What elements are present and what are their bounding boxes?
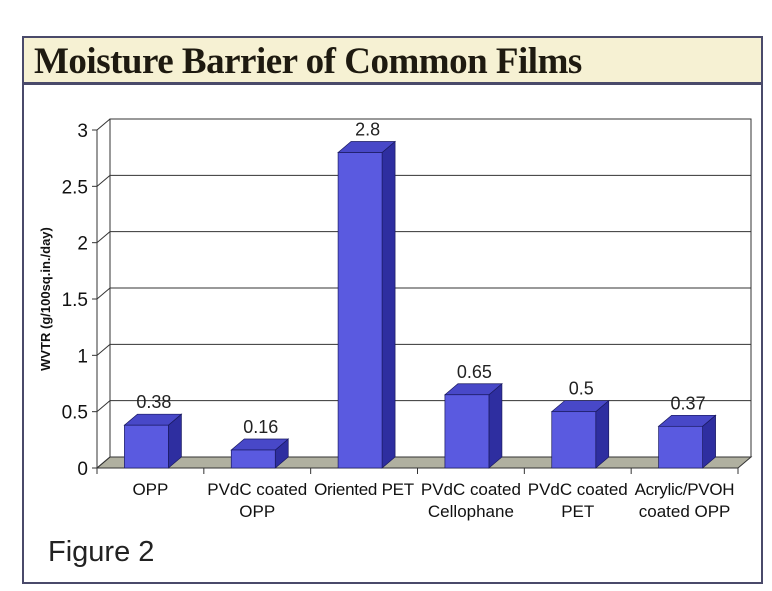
y-axis-label: WVTR (g/100sq.in./day): [38, 227, 53, 371]
data-label: 0.38: [136, 392, 171, 412]
plot-floor: [95, 456, 753, 469]
figure-label: Figure 2: [48, 536, 155, 568]
gridline-diagonal: [96, 231, 111, 244]
x-tick-label: OPP: [132, 480, 168, 499]
x-tick-label: coated OPP: [639, 502, 731, 521]
data-label: 2.8: [355, 120, 380, 140]
gridline-diagonal: [96, 400, 111, 413]
gridline-diagonal: [96, 287, 111, 300]
x-tick-label: PVdC coated: [207, 480, 307, 499]
bar: [658, 425, 703, 469]
chart-title: Moisture Barrier of Common Films: [34, 41, 582, 82]
data-label: 0.5: [569, 379, 594, 399]
y-tick-label: 1: [77, 346, 88, 367]
y-tick-label: 0.5: [62, 403, 88, 424]
data-label: 0.65: [457, 362, 492, 382]
y-tick-label: 2.5: [62, 177, 88, 198]
y-tick-label: 0: [77, 459, 88, 480]
data-label: 0.37: [671, 393, 706, 413]
bar-side: [595, 399, 610, 469]
y-tick-label: 1.5: [62, 290, 88, 311]
gridline-diagonal: [96, 343, 111, 356]
x-tick-label: Oriented PET: [314, 480, 414, 499]
gridline-diagonal: [96, 456, 111, 469]
gridline-diagonal: [96, 174, 111, 187]
y-tick-label: 2: [77, 234, 88, 255]
bar: [551, 411, 597, 469]
y-tick-label: 3: [77, 121, 88, 142]
bar-side: [381, 140, 396, 469]
bar-side: [488, 383, 503, 469]
bar: [230, 449, 276, 469]
bar: [337, 152, 383, 469]
x-tick-label: PET: [561, 502, 594, 521]
x-tick-label: Acrylic/PVOH: [635, 480, 735, 499]
bar: [444, 394, 490, 469]
title-band: Moisture Barrier of Common Films: [22, 36, 763, 85]
gridline-diagonal: [96, 118, 111, 131]
x-tick-label: PVdC coated: [421, 480, 521, 499]
x-tick-label: OPP: [239, 502, 275, 521]
x-tick-label: Cellophane: [428, 502, 514, 521]
data-label: 0.16: [243, 417, 278, 437]
x-tick-label: PVdC coated: [528, 480, 628, 499]
bar: [124, 424, 169, 469]
